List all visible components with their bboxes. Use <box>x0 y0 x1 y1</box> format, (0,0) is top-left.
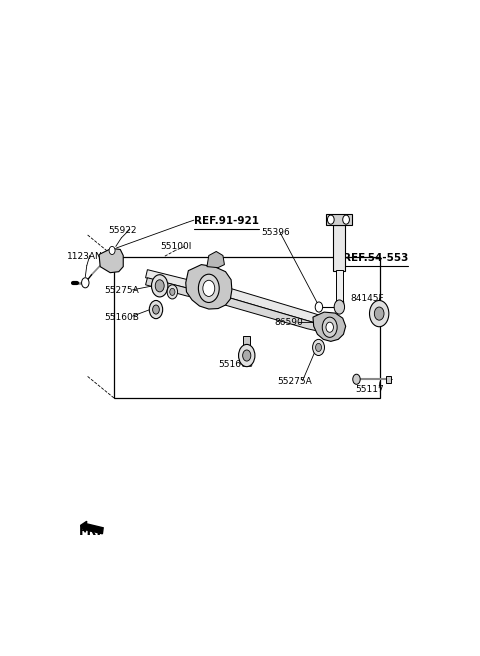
Circle shape <box>315 302 323 312</box>
Bar <box>334 225 345 271</box>
Circle shape <box>155 279 164 292</box>
Circle shape <box>152 275 168 297</box>
Circle shape <box>153 305 159 314</box>
Circle shape <box>198 274 219 302</box>
Circle shape <box>167 285 178 299</box>
Text: 55160B: 55160B <box>218 359 253 369</box>
Circle shape <box>149 300 163 319</box>
Circle shape <box>374 307 384 320</box>
Text: 84145F: 84145F <box>350 294 384 303</box>
Circle shape <box>334 300 345 314</box>
Text: REF.91-921: REF.91-921 <box>194 216 259 226</box>
Text: 55275A: 55275A <box>277 377 312 386</box>
Polygon shape <box>145 277 339 337</box>
FancyArrow shape <box>81 522 103 534</box>
Circle shape <box>353 374 360 384</box>
Text: 55396: 55396 <box>261 228 289 237</box>
Circle shape <box>82 277 89 288</box>
Text: 1123AN: 1123AN <box>67 252 103 261</box>
Polygon shape <box>207 251 225 268</box>
Circle shape <box>109 247 115 255</box>
Bar <box>243 337 251 352</box>
Circle shape <box>239 344 255 367</box>
Polygon shape <box>99 249 123 273</box>
Circle shape <box>343 215 349 224</box>
Circle shape <box>203 280 215 297</box>
Circle shape <box>312 339 324 356</box>
Bar <box>336 270 343 301</box>
Text: 55922: 55922 <box>108 226 137 235</box>
Circle shape <box>327 215 334 224</box>
Bar <box>326 214 352 225</box>
Bar <box>114 256 380 398</box>
Text: REF.54-553: REF.54-553 <box>343 253 408 263</box>
Text: 86590: 86590 <box>274 318 303 327</box>
Circle shape <box>370 300 389 327</box>
Text: 55160B: 55160B <box>105 313 140 322</box>
Text: 55117: 55117 <box>356 385 384 394</box>
Text: FR.: FR. <box>79 525 102 539</box>
Text: 55100I: 55100I <box>160 242 192 251</box>
Text: 55275A: 55275A <box>105 287 139 295</box>
Circle shape <box>315 343 322 352</box>
Circle shape <box>170 289 175 295</box>
Bar <box>385 376 392 383</box>
Polygon shape <box>313 312 346 341</box>
Polygon shape <box>145 270 341 330</box>
Circle shape <box>243 350 251 361</box>
Circle shape <box>322 317 337 337</box>
Circle shape <box>326 322 334 333</box>
Polygon shape <box>186 264 232 309</box>
